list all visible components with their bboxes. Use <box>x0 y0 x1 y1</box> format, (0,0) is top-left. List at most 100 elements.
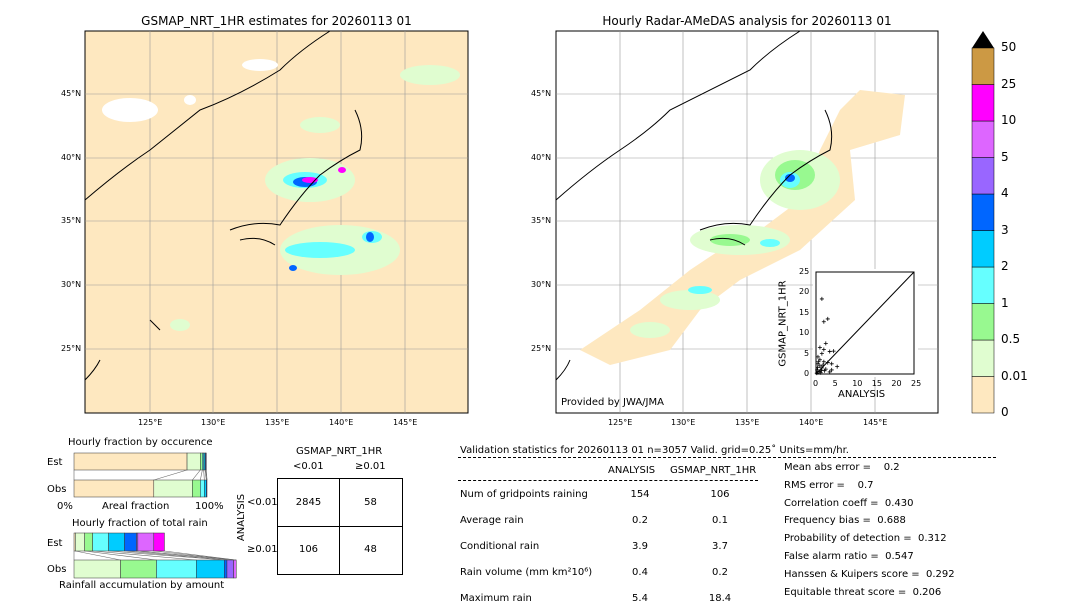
scatter-point <box>819 296 824 301</box>
scatter-point <box>829 361 834 366</box>
data-credit: Provided by JWA/JMA <box>561 397 664 408</box>
fraction-segment <box>156 559 197 579</box>
scatter-ytick: 15 <box>799 307 810 317</box>
colorbar-label: 0.01 <box>1001 368 1028 383</box>
colorbar-label: 2 <box>1001 259 1009 273</box>
scatter-ytick: 10 <box>799 328 810 338</box>
occurrence-title: Hourly fraction by occurence <box>68 437 213 448</box>
colorbar-segment <box>971 47 995 85</box>
score-line: Mean abs error = 0.2 <box>784 462 900 473</box>
colorbar-segment <box>971 193 995 231</box>
scatter-xlabel: ANALYSIS <box>838 389 886 400</box>
lon-tick: 145°E <box>863 418 888 427</box>
fraction-segment <box>153 532 165 552</box>
fraction-segment <box>84 532 93 552</box>
fraction-segment <box>108 532 125 552</box>
scatter-point <box>822 368 827 373</box>
colorbar-label: 3 <box>1001 222 1009 237</box>
colorbar-segment <box>971 339 995 377</box>
diagonal-line <box>815 271 915 375</box>
scatter-ylabel: GSMAP_NRT_1HR <box>777 280 789 367</box>
score-line: Probability of detection = 0.312 <box>784 533 947 545</box>
scatter-point <box>835 364 840 369</box>
score-line: Hanssen & Kuipers score = 0.292 <box>784 568 955 580</box>
scatter-point <box>819 368 824 373</box>
fraction-segment <box>136 532 139 552</box>
scatter-ytick: 20 <box>799 287 810 297</box>
fraction-segment <box>196 559 225 579</box>
colorbar-label: 5 <box>1001 149 1009 164</box>
scatter-ytick: 25 <box>799 267 810 276</box>
lat-tick: 25°N <box>531 344 552 353</box>
row-header-ge: ≥0.01 <box>247 544 278 555</box>
contingency-title: GSMAP_NRT_1HR <box>296 446 383 457</box>
fraction-segment <box>73 452 188 471</box>
score-line: False alarm ratio = 0.547 <box>784 551 914 562</box>
obs-label: Obs <box>47 484 67 495</box>
fraction-segment <box>226 559 234 579</box>
fraction-segment <box>192 479 201 498</box>
lat-tick: 40°N <box>61 153 82 162</box>
stat-label: Num of gridpoints raining <box>460 489 588 500</box>
fraction-segment <box>204 452 206 471</box>
col-header-ge: ≥0.01 <box>355 461 386 472</box>
scatter-point <box>821 363 826 368</box>
lat-tick: 45°N <box>531 89 552 98</box>
scatter-xtick: 20 <box>891 379 902 388</box>
lat-tick: 45°N <box>61 89 82 98</box>
est-label: Est <box>47 457 63 468</box>
tick-0pct: 0% <box>57 501 73 512</box>
total-rain-title: Hourly fraction of total rain <box>72 518 208 529</box>
scatter-point <box>823 341 828 346</box>
colorbar-segment <box>971 120 995 158</box>
lat-tick: 35°N <box>61 216 82 225</box>
lon-tick: 140°E <box>329 418 354 427</box>
colorbar-segment <box>971 303 995 341</box>
right-map-title: Hourly Radar-AMeDAS analysis for 2026011… <box>602 14 892 28</box>
scatter-xtick: 10 <box>852 379 863 388</box>
score-line: Correlation coeff = 0.430 <box>784 497 914 509</box>
scatter-point <box>827 349 832 354</box>
fraction-segment <box>186 452 201 471</box>
fraction-segment <box>92 532 109 552</box>
colorbar-label: 50 <box>1001 40 1017 54</box>
colorbar-label: 10 <box>1001 113 1017 127</box>
fraction-segment <box>233 559 237 579</box>
fraction-segment <box>124 532 137 552</box>
stat-analysis-value: 5.4 <box>632 593 648 604</box>
left-map <box>84 30 469 414</box>
fraction-segment <box>203 452 206 471</box>
fraction-segment <box>75 532 85 552</box>
lat-tick: 30°N <box>531 280 552 289</box>
scatter-ytick: 0 <box>804 369 810 378</box>
lon-tick: 140°E <box>799 418 824 427</box>
stats-col-gsmap: GSMAP_NRT_1HR <box>670 465 757 476</box>
scatter-point <box>819 365 824 370</box>
scatter-xtick: 15 <box>871 379 882 388</box>
scatter-point <box>817 363 822 368</box>
colorbar-label: 0 <box>1001 405 1009 419</box>
fraction-segment <box>153 479 193 498</box>
fraction-segment <box>224 559 228 579</box>
colorbar-label: 4 <box>1001 186 1009 200</box>
scatter-point <box>823 367 828 372</box>
scatter-point <box>821 347 826 352</box>
stat-analysis-value: 0.4 <box>632 567 648 578</box>
stat-gsmap-value: 18.4 <box>708 593 732 604</box>
scatter-point <box>829 367 834 372</box>
cell-hit: 48 <box>364 544 377 555</box>
scatter-point <box>825 316 830 321</box>
score-line: Equitable threat score = 0.206 <box>784 586 942 598</box>
scatter-point <box>815 361 820 366</box>
colorbar-label: 0.5 <box>1001 332 1021 346</box>
stats-header: Validation statistics for 20260113 01 n=… <box>460 445 849 456</box>
fraction-segment <box>73 479 155 498</box>
contingency-table: 2845 58 106 48 <box>277 478 403 575</box>
fraction-segment <box>120 559 157 579</box>
stat-label: Maximum rain <box>460 593 532 604</box>
colorbar-segment <box>971 266 995 304</box>
lon-tick: 145°E <box>393 418 418 427</box>
fraction-segment <box>73 559 121 579</box>
scatter-point <box>817 357 822 362</box>
score-line: Frequency bias = 0.688 <box>784 515 906 527</box>
